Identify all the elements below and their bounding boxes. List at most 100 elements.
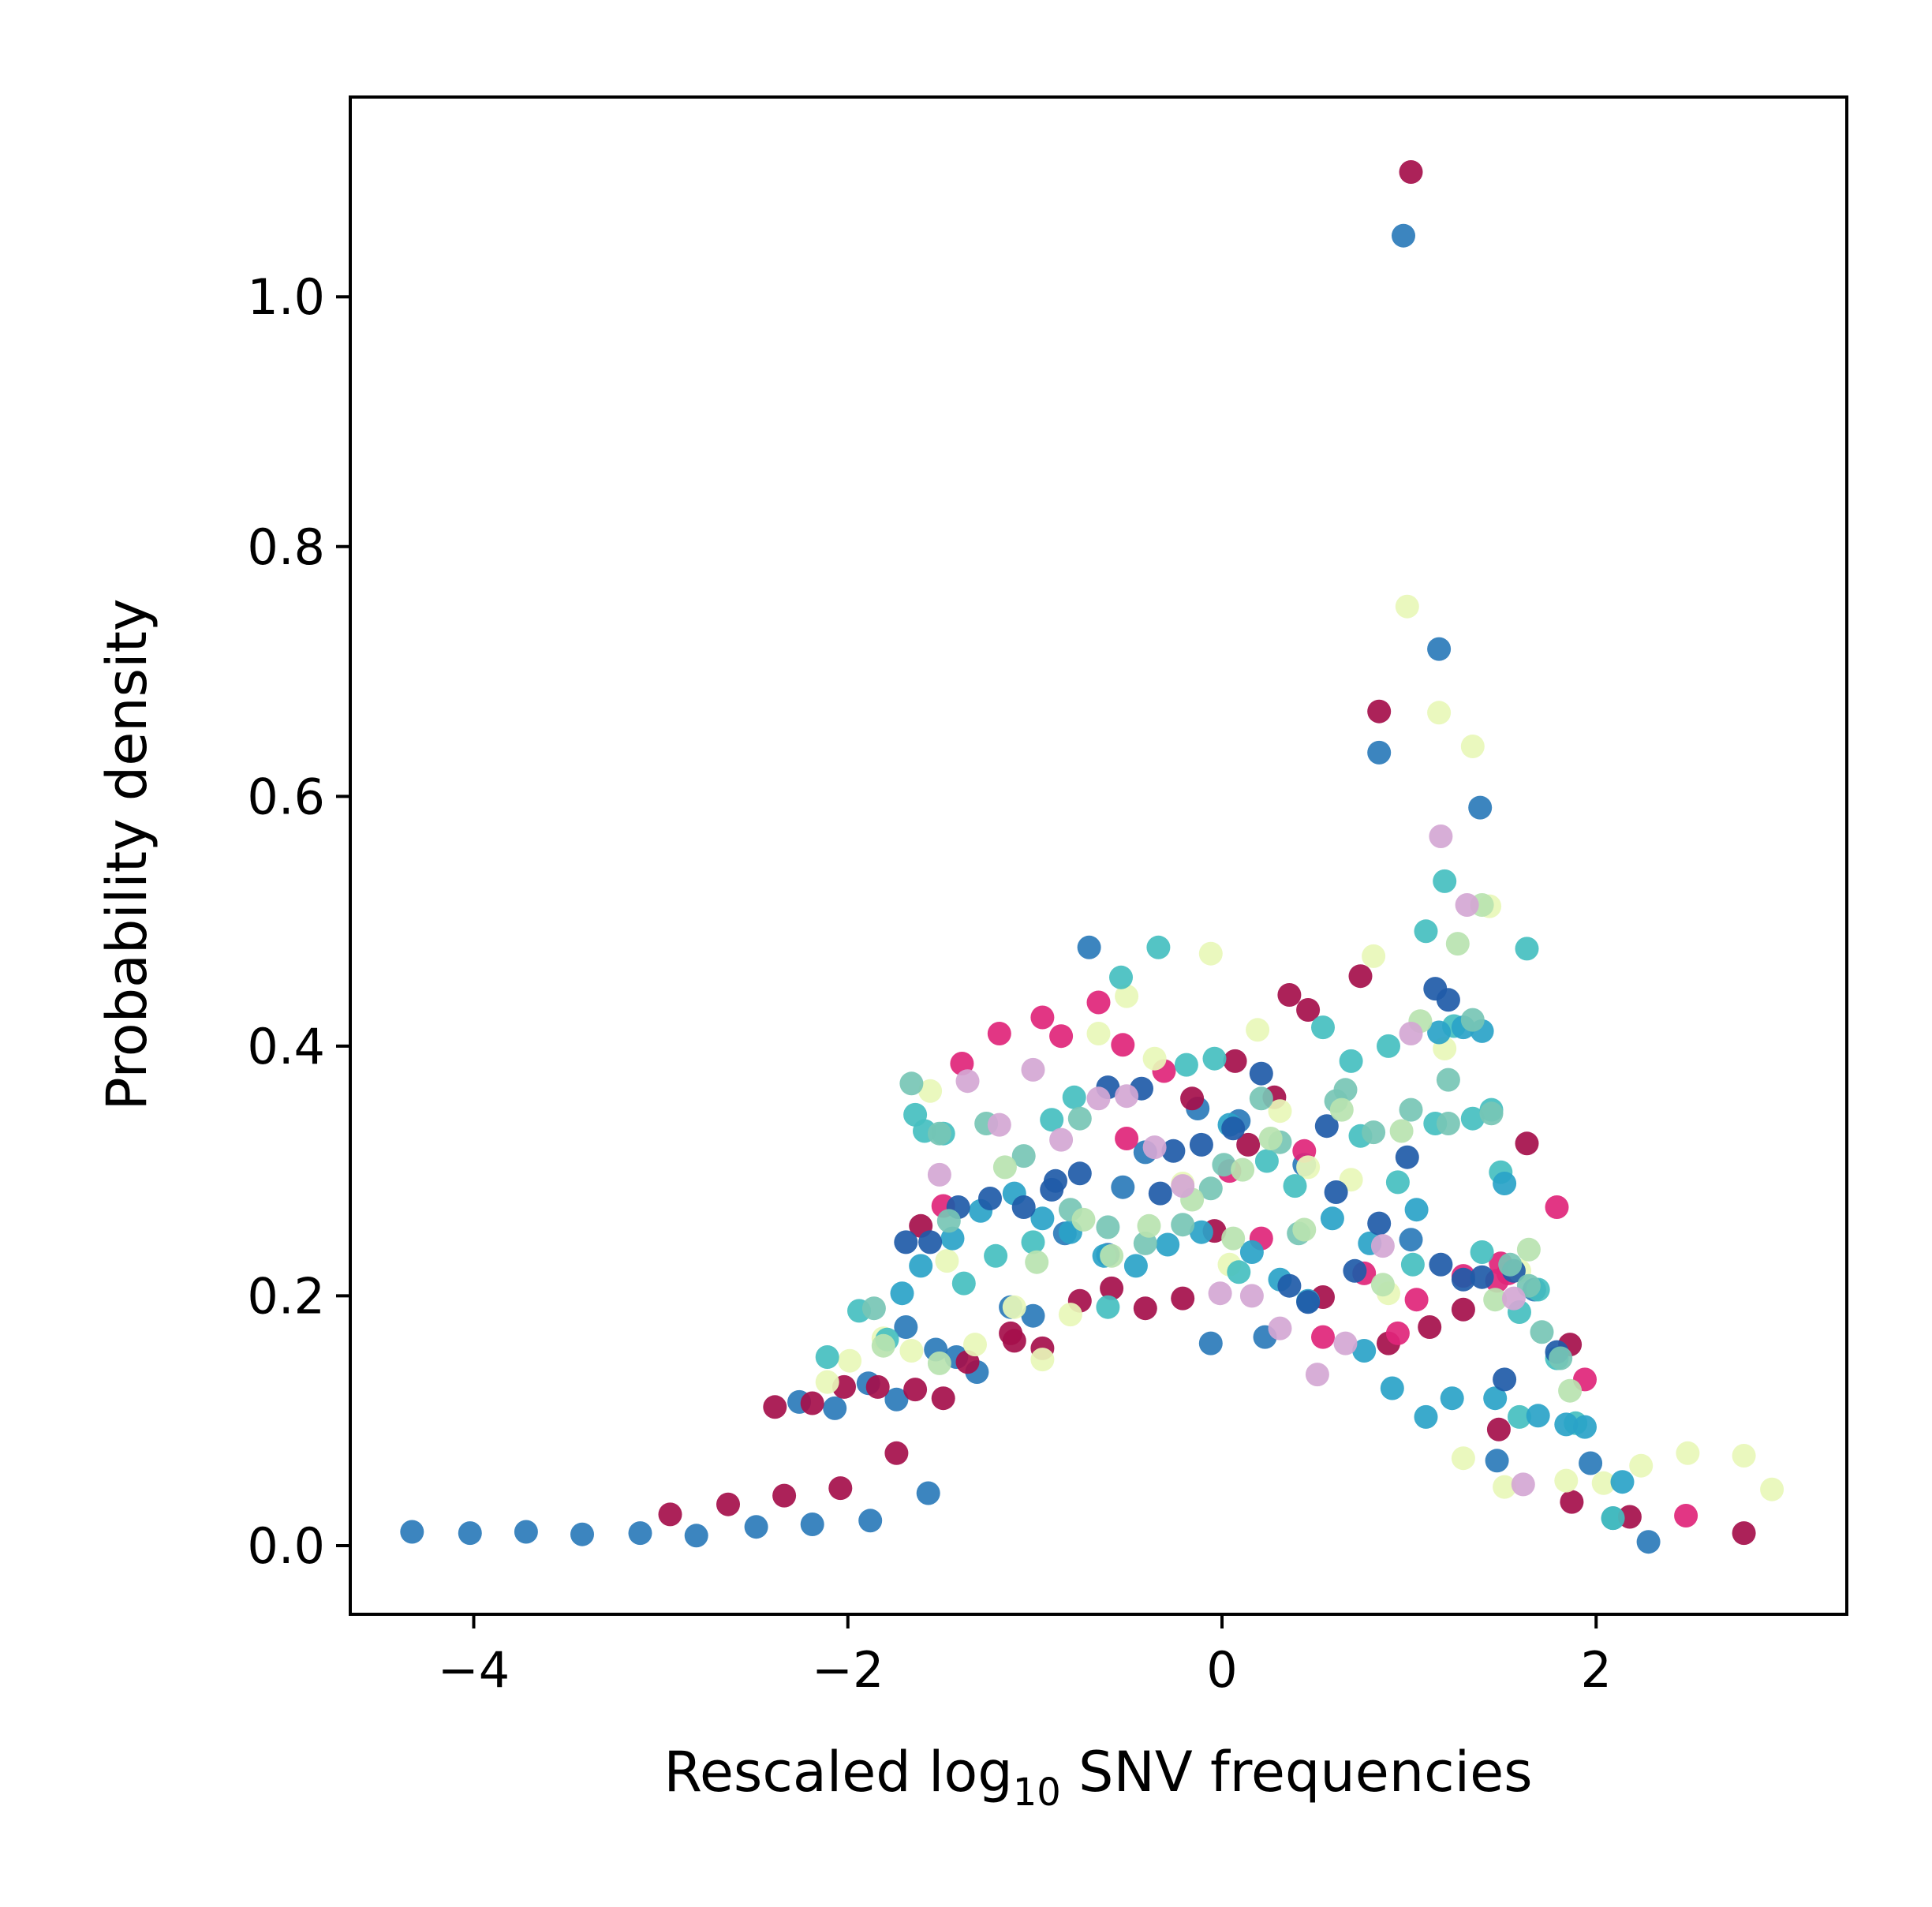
- scatter-point: [1208, 1281, 1232, 1306]
- scatter-point: [1156, 1232, 1180, 1257]
- scatter-point: [1067, 1161, 1092, 1186]
- scatter-point: [1451, 1297, 1475, 1322]
- scatter-point: [1314, 1114, 1339, 1139]
- scatter-point: [1470, 1240, 1494, 1264]
- scatter-point: [1414, 919, 1438, 944]
- scatter-point: [1460, 735, 1485, 758]
- scatter-point: [1109, 965, 1133, 989]
- scatter-point: [1483, 1288, 1508, 1312]
- x-tick-label: 2: [1581, 1641, 1612, 1699]
- scatter-point: [1404, 1288, 1429, 1312]
- scatter-point: [1227, 1260, 1251, 1284]
- scatter-point: [1021, 1303, 1045, 1328]
- scatter-point: [1171, 1213, 1195, 1237]
- scatter-point: [1142, 1046, 1167, 1071]
- scatter-point: [1554, 1468, 1579, 1493]
- scatter-point: [1333, 1078, 1358, 1102]
- scatter-point: [1277, 1273, 1302, 1298]
- scatter-point: [1436, 1068, 1460, 1092]
- scatter-point: [400, 1520, 424, 1544]
- scatter-point: [1343, 1258, 1367, 1283]
- scatter-point: [1311, 1325, 1335, 1349]
- scatter-point: [1049, 1024, 1074, 1049]
- scatter-point: [838, 1348, 862, 1373]
- scatter-point: [1305, 1363, 1329, 1387]
- scatter-point: [658, 1502, 682, 1527]
- scatter-point: [1268, 1099, 1292, 1124]
- scatter-point: [1395, 594, 1419, 619]
- scatter-point: [1239, 1240, 1264, 1264]
- y-axis-label: Probability density: [95, 599, 159, 1111]
- scatter-point: [1283, 1174, 1307, 1198]
- scatter-point: [1676, 1441, 1700, 1465]
- scatter-point: [1030, 1348, 1055, 1372]
- scatter-point: [1254, 1149, 1279, 1173]
- scatter-point: [1362, 1120, 1386, 1145]
- scatter-point: [899, 1339, 924, 1363]
- scatter-point: [1516, 1237, 1541, 1262]
- scatter-point: [935, 1249, 959, 1273]
- scatter-point: [1339, 1049, 1363, 1073]
- scatter-point: [1258, 1127, 1283, 1150]
- scatter-point: [1511, 1472, 1535, 1497]
- scatter-point: [1501, 1286, 1526, 1311]
- scatter-point: [1399, 160, 1423, 184]
- scatter-point: [828, 1476, 853, 1501]
- scatter-point: [1515, 1131, 1539, 1156]
- scatter-point: [1030, 1206, 1055, 1231]
- scatter-point: [927, 1121, 951, 1146]
- scatter-point: [1071, 1207, 1096, 1232]
- scatter-point: [1002, 1295, 1026, 1319]
- scatter-point: [1115, 1084, 1139, 1109]
- scatter-point: [894, 1230, 918, 1255]
- scatter-point: [1399, 1097, 1423, 1122]
- scatter-point: [1508, 1404, 1531, 1429]
- scatter-point: [1610, 1470, 1635, 1494]
- x-axis-label-main: Rescaled log: [663, 1740, 1012, 1804]
- scatter-point: [909, 1254, 933, 1278]
- scatter-point: [1460, 1106, 1485, 1131]
- scatter-point: [1399, 1228, 1423, 1252]
- scatter-point: [1427, 1020, 1452, 1045]
- scatter-point: [1760, 1477, 1784, 1501]
- scatter-point: [1479, 1101, 1504, 1126]
- scatter-point: [1558, 1378, 1583, 1403]
- scatter-point: [884, 1441, 909, 1465]
- scatter-point: [1493, 1367, 1517, 1392]
- scatter-point: [1142, 1135, 1167, 1160]
- scatter-point: [1629, 1453, 1654, 1478]
- scatter-point: [800, 1513, 824, 1536]
- scatter-point: [1400, 1252, 1425, 1277]
- scatter-point: [1530, 1320, 1554, 1344]
- scatter-point: [1352, 1339, 1377, 1363]
- scatter-point: [1324, 1180, 1348, 1204]
- scatter-point: [1096, 1215, 1120, 1240]
- scatter-point: [1395, 1145, 1419, 1169]
- scatter-point: [1485, 1449, 1509, 1473]
- scatter-point: [918, 1079, 943, 1103]
- scatter-point: [894, 1315, 918, 1339]
- scatter-point: [800, 1391, 824, 1415]
- scatter-point: [916, 1481, 940, 1505]
- scatter-point: [1427, 637, 1452, 661]
- plot-frame: [349, 95, 1848, 1616]
- scatter-point: [1377, 1034, 1400, 1058]
- scatter-point: [1239, 1284, 1264, 1308]
- y-tick-label: 0.2: [247, 1267, 325, 1325]
- scatter-point: [1429, 824, 1453, 848]
- x-tick-label: −4: [438, 1641, 510, 1699]
- scatter-point: [1429, 1252, 1453, 1277]
- scatter-point: [1040, 1108, 1064, 1132]
- scatter-point: [987, 1022, 1011, 1045]
- scatter-point: [744, 1515, 768, 1539]
- scatter-point: [1433, 869, 1457, 893]
- scatter-point: [1058, 1303, 1082, 1327]
- x-axis: −4 −2 0 2: [438, 1614, 1612, 1699]
- scatter-point: [716, 1492, 740, 1516]
- scatter-point: [1436, 988, 1460, 1012]
- scatter-point: [1427, 701, 1452, 725]
- scatter-point: [1591, 1471, 1616, 1495]
- scatter-point: [1445, 932, 1470, 956]
- scatter-point: [931, 1386, 955, 1411]
